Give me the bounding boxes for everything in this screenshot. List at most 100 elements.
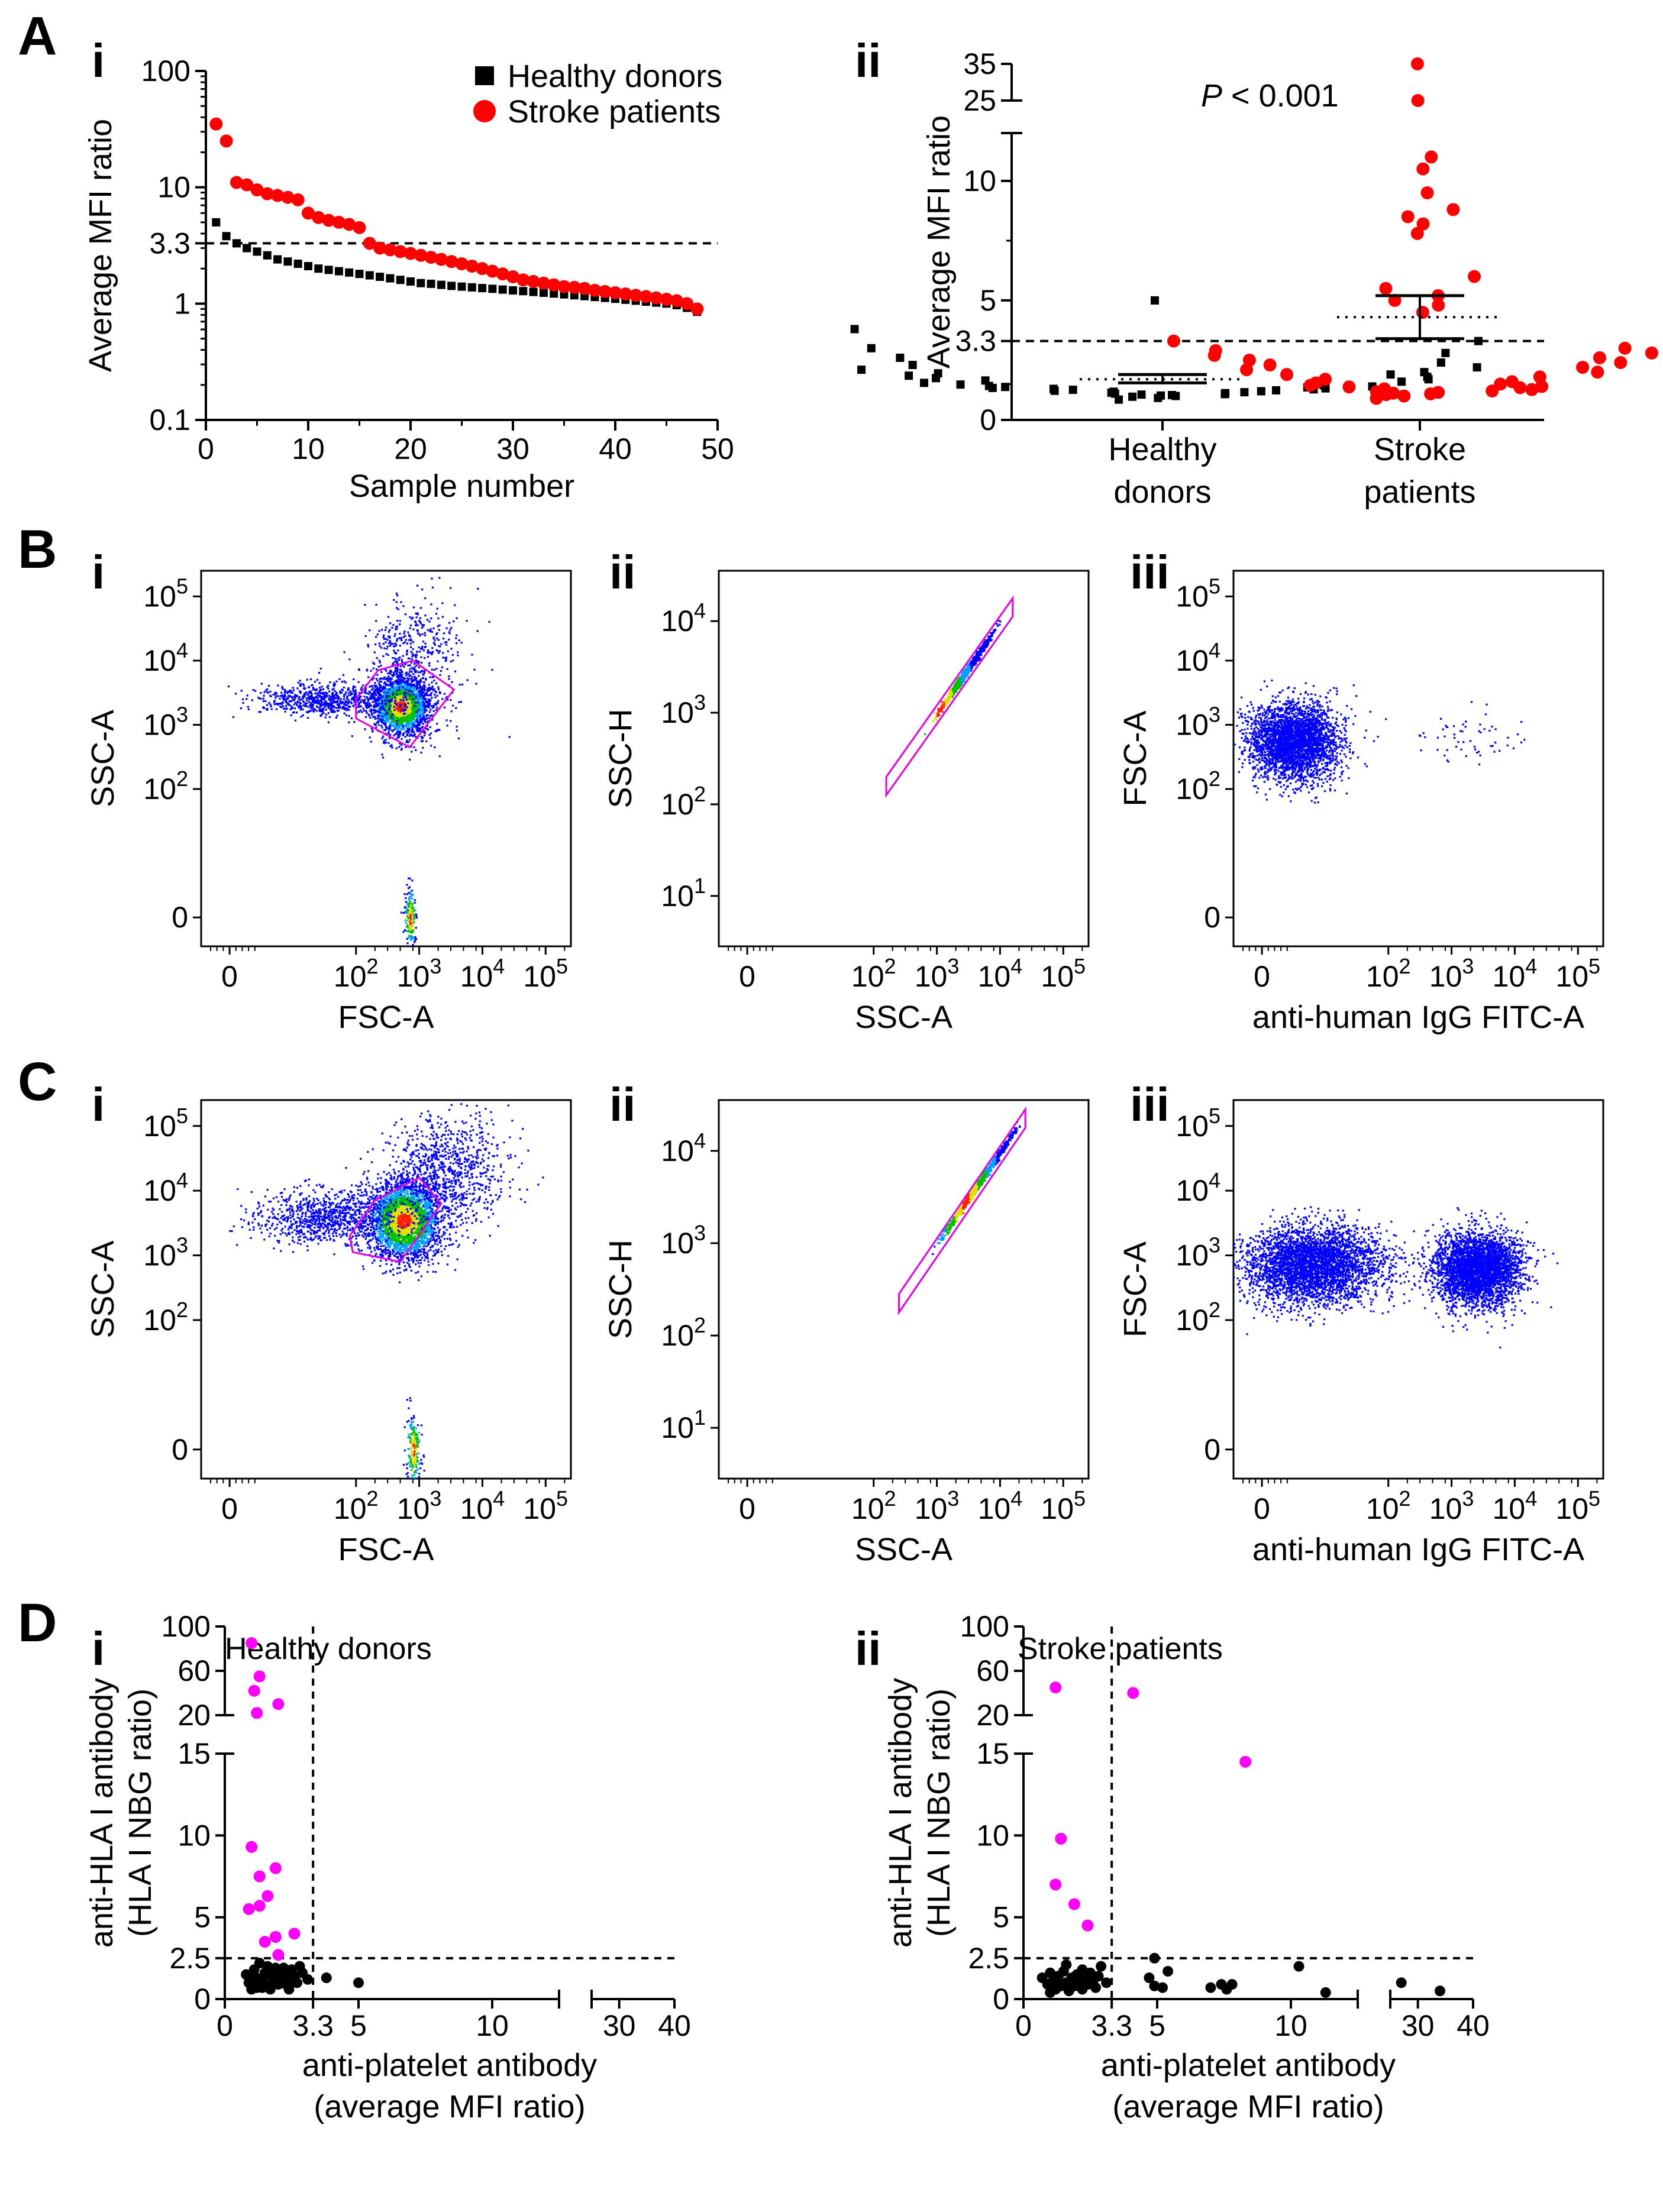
event-dot (398, 725, 400, 727)
event-dot (421, 738, 423, 740)
event-dot (343, 708, 345, 710)
data-point-healthy (263, 251, 272, 260)
event-dot (395, 658, 398, 661)
event-dot (419, 714, 421, 716)
event-dot (422, 698, 424, 701)
event-dot (392, 686, 395, 688)
event-dot (425, 740, 428, 743)
event-dot (402, 728, 405, 730)
event-dot (966, 670, 969, 673)
event-dot (381, 703, 383, 705)
data-point-stroke (1420, 186, 1434, 200)
event-dot (308, 690, 311, 693)
event-dot (405, 671, 408, 674)
event-dot (419, 635, 421, 637)
event-dot (275, 692, 278, 694)
event-dot (442, 652, 444, 654)
event-dot (438, 729, 441, 731)
event-dot (328, 702, 330, 705)
event-dot (400, 696, 402, 698)
event-dot (960, 675, 963, 678)
event-dot (320, 702, 323, 704)
event-dot (338, 697, 340, 700)
event-dot (400, 717, 402, 720)
event-dot (379, 708, 382, 710)
event-dot (411, 930, 414, 932)
event-dot (947, 701, 950, 704)
event-dot (937, 713, 939, 716)
event-dot (390, 729, 393, 732)
event-dot (379, 711, 381, 714)
event-dot (411, 720, 414, 723)
event-dot (428, 717, 431, 719)
event-dot (382, 698, 385, 700)
event-dot (325, 709, 327, 711)
data-point-healthy (1109, 387, 1118, 396)
event-dot (378, 691, 380, 694)
event-dot (430, 628, 432, 630)
event-dot (325, 703, 328, 706)
data-point-stroke (1209, 344, 1222, 357)
event-dot (374, 700, 377, 703)
event-dot (373, 684, 376, 687)
event-dot (335, 707, 338, 709)
event-dot (413, 699, 415, 701)
event-dot (957, 681, 960, 683)
event-dot (402, 720, 404, 722)
event-dot (450, 698, 452, 701)
event-dot (327, 707, 330, 709)
event-dot (395, 703, 398, 706)
data-point-healthy (905, 371, 913, 380)
event-dot (331, 698, 334, 701)
event-dot (319, 700, 321, 703)
event-dot (955, 681, 958, 684)
event-dot (413, 953, 415, 955)
event-dot (414, 719, 417, 722)
event-dot (402, 687, 404, 690)
event-dot (382, 719, 384, 722)
event-dot (994, 629, 997, 631)
event-dot (955, 690, 957, 692)
event-dot (431, 697, 433, 699)
event-dot (375, 636, 377, 638)
event-dot (366, 712, 368, 714)
event-dot (412, 893, 414, 895)
data-point-healthy (314, 264, 323, 273)
event-dot (370, 693, 373, 695)
event-dot (388, 714, 390, 716)
x-axis-label: Sample number (349, 468, 574, 504)
event-dot (429, 714, 432, 717)
event-dot (409, 900, 411, 903)
y-tick-label: 10 (157, 171, 190, 204)
event-dot (957, 685, 959, 688)
event-dot (360, 705, 362, 707)
y-tick-label: 102 (143, 767, 188, 806)
event-dot (347, 702, 350, 704)
event-dot (332, 699, 335, 702)
event-dot (311, 706, 314, 709)
event-dot (367, 700, 369, 703)
event-dot (419, 687, 422, 689)
event-dot (399, 632, 401, 635)
event-dot (996, 623, 998, 625)
event-dot (295, 704, 298, 706)
event-dot (411, 713, 413, 715)
event-dot (422, 681, 425, 684)
event-dot (415, 927, 417, 929)
event-dot (303, 684, 305, 687)
event-dot (406, 651, 408, 653)
event-dot (430, 688, 432, 691)
event-dot (385, 626, 388, 629)
event-dot (309, 691, 311, 694)
event-dot (987, 640, 990, 642)
event-dot (288, 694, 290, 697)
event-dot (399, 713, 401, 715)
event-dot (382, 678, 385, 680)
event-dot (394, 633, 396, 635)
data-point-healthy (478, 284, 487, 293)
event-dot (375, 668, 378, 671)
event-dot (277, 695, 279, 697)
event-dot (387, 616, 390, 618)
event-dot (402, 931, 405, 933)
